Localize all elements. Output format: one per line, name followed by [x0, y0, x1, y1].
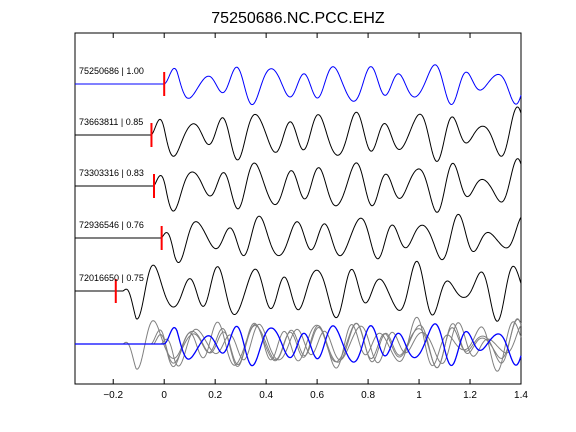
trace-label-72936546: 72936546 | 0.76	[79, 220, 144, 230]
trace-line-72936546	[75, 213, 522, 263]
x-tick-label: 0	[161, 390, 167, 401]
trace-label-75250686: 75250686 | 1.00	[79, 66, 144, 76]
trace-label-73663811: 73663811 | 0.85	[79, 117, 143, 127]
pick-marker-group	[114, 72, 166, 303]
x-tick-label: 0.6	[310, 390, 324, 401]
x-tick-label: 1.2	[463, 390, 477, 401]
trace-group	[75, 64, 522, 372]
overlay-trace-75250686	[75, 323, 522, 367]
trace-label-73303316: 73303316 | 0.83	[79, 168, 144, 178]
x-tick-label: 0.4	[259, 390, 273, 401]
x-tick-label: 0.8	[361, 390, 375, 401]
x-tick-label: 0.2	[208, 390, 222, 401]
overlay-trace-72016650	[75, 316, 522, 372]
x-tick-label: 1	[416, 390, 422, 401]
trace-label-72016650: 72016650 | 0.75	[79, 273, 144, 283]
plot-area	[74, 32, 522, 385]
trace-line-75250686	[75, 64, 522, 106]
trace-line-72016650	[75, 260, 522, 322]
trace-label-group: 75250686 | 1.00 73663811 | 0.85 73303316 |…	[79, 66, 144, 283]
trace-line-73663811	[75, 106, 522, 163]
trace-line-73303316	[75, 158, 522, 213]
x-axis: −0.2 0 0.2 0.4 0.6 0.8 1 1.2 1.4	[103, 33, 528, 401]
x-tick-label: −0.2	[103, 390, 123, 401]
chart-title: 75250686.NC.PCC.EHZ	[211, 10, 385, 27]
x-tick-label: 1.4	[514, 390, 528, 401]
